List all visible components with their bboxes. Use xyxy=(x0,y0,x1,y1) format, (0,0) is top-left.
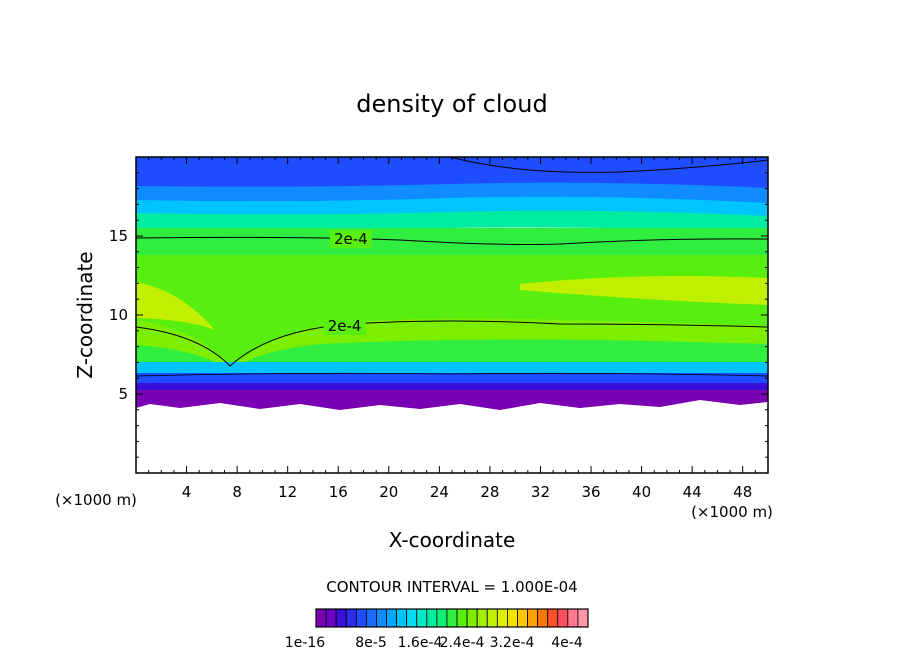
x-axis-label: X-coordinate xyxy=(389,528,516,552)
x-tick-label: 28 xyxy=(480,483,499,501)
colorbar-swatch xyxy=(527,608,539,628)
band-top-blue xyxy=(136,157,768,190)
x-tick-label: 44 xyxy=(683,483,702,501)
x-tick-label: 8 xyxy=(232,483,242,501)
band-blue-2 xyxy=(136,182,768,205)
plot-area xyxy=(136,157,768,473)
band-yellowgreen-right xyxy=(520,276,768,305)
colorbar-swatch xyxy=(507,608,518,628)
chart-title: density of cloud xyxy=(356,90,547,118)
x-tick-label: 24 xyxy=(430,483,449,501)
x-tick-label: 32 xyxy=(531,483,550,501)
x-tick-label: 4 xyxy=(182,483,192,501)
x-tick-label: 48 xyxy=(733,483,752,501)
colorbar-swatch xyxy=(557,608,569,628)
contour-line-lower xyxy=(136,320,768,367)
x-unit-left: (×1000 m) xyxy=(55,491,137,509)
colorbar-swatch xyxy=(365,608,377,628)
contour-label-bg xyxy=(323,317,366,336)
colorbar-swatch xyxy=(446,608,458,628)
colorbar-label: 8e-5 xyxy=(355,635,386,651)
colorbar-swatch xyxy=(426,608,438,628)
colorbar-swatch xyxy=(325,608,337,628)
y-tick-label: 5 xyxy=(118,385,128,403)
colorbar-frame xyxy=(315,608,589,628)
colorbar-swatch xyxy=(537,608,549,628)
contour-interval-text: CONTOUR INTERVAL = 1.000E-04 xyxy=(326,578,577,596)
contour-labels: 2e-4 2e-4 xyxy=(323,230,372,336)
contour-line-top xyxy=(449,157,768,173)
colorbar-swatch xyxy=(376,608,387,628)
colorbar-swatch xyxy=(355,608,367,628)
colorbar-label: 1.6e-4 xyxy=(398,635,443,651)
y-tick-label: 10 xyxy=(109,306,128,324)
band-yellowgreen-left xyxy=(136,282,215,330)
colorbar-swatch xyxy=(396,608,408,628)
colorbar-swatch xyxy=(345,608,357,628)
x-tick-label: 36 xyxy=(581,483,600,501)
contour-label: 2e-4 xyxy=(328,317,362,335)
x-tick-label: 16 xyxy=(329,483,348,501)
colorbar-label: 3.2e-4 xyxy=(490,635,535,651)
contour-label: 2e-4 xyxy=(334,230,368,248)
colorbar-swatch xyxy=(386,608,397,628)
colorbar-label: 2.4e-4 xyxy=(440,635,485,651)
x-unit-right: (×1000 m) xyxy=(691,503,773,521)
contour-line-base xyxy=(136,372,768,377)
colorbar-swatch xyxy=(456,608,468,628)
colorbar-swatch xyxy=(547,608,559,628)
colorbar-swatch xyxy=(577,608,589,628)
x-tick-label: 40 xyxy=(632,483,651,501)
contour-line-upper xyxy=(136,236,768,245)
band-green-1 xyxy=(136,228,768,260)
colorbar-swatch xyxy=(436,608,448,628)
y-tick-label: 15 xyxy=(109,227,128,245)
colorbar-swatch xyxy=(517,608,528,628)
colorbar-swatch xyxy=(416,608,428,628)
band-cloud-base xyxy=(136,390,768,410)
colorbar: 1e-16 8e-5 1.6e-42.4e-4 3.2e-4 4e-4 xyxy=(285,608,589,651)
colorbar-label: 4e-4 xyxy=(551,635,583,651)
colorbar-swatch xyxy=(486,608,498,628)
colorbar-swatch xyxy=(335,608,347,628)
contour-label-bg xyxy=(329,230,372,249)
colorbar-swatch xyxy=(315,608,327,628)
x-tick-label: 20 xyxy=(379,483,398,501)
x-tick-label: 12 xyxy=(278,483,297,501)
y-axis-label: Z-coordinate xyxy=(73,251,97,378)
colorbar-swatch xyxy=(466,608,478,628)
band-teal xyxy=(136,210,768,232)
colorbar-swatch xyxy=(476,608,488,628)
colorbar-label: 1e-16 xyxy=(285,635,325,651)
colorbar-swatch xyxy=(496,608,508,628)
colorbar-swatch xyxy=(406,608,418,628)
colorbar-swatch xyxy=(567,608,579,628)
